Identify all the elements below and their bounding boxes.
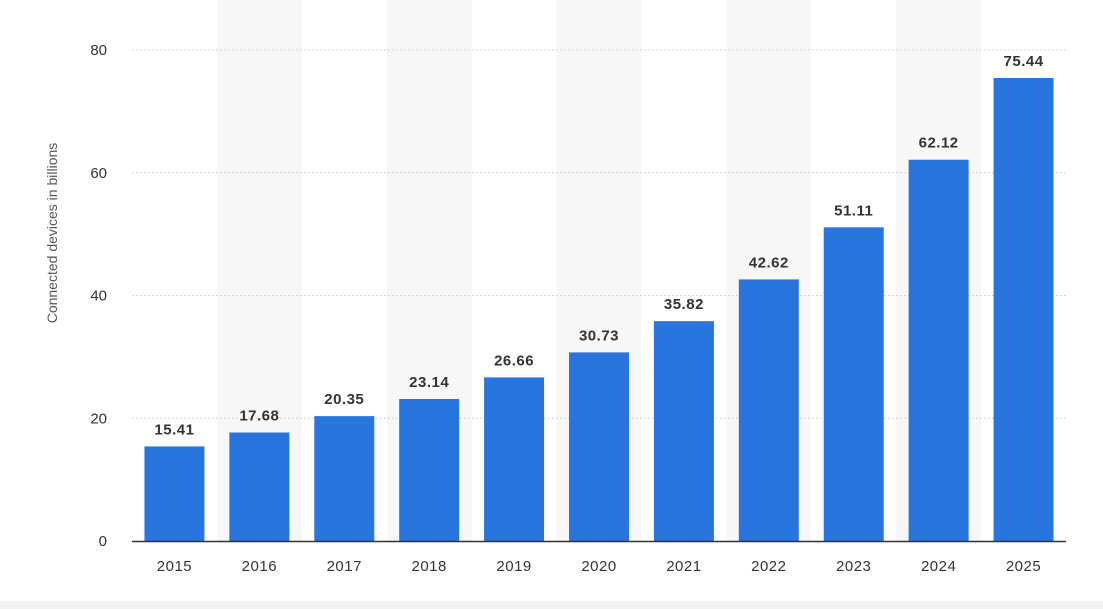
data-label: 62.12 bbox=[919, 135, 959, 152]
bar-2021[interactable] bbox=[653, 321, 714, 541]
y-tick-label: 0 bbox=[99, 533, 107, 550]
data-label: 42.62 bbox=[749, 254, 789, 271]
bar-2016[interactable] bbox=[229, 432, 290, 541]
bar-2019[interactable] bbox=[484, 377, 545, 541]
x-tick-label: 2025 bbox=[1006, 558, 1041, 575]
x-tick-label: 2024 bbox=[921, 558, 956, 575]
footer-strip bbox=[0, 601, 1103, 609]
bars bbox=[144, 77, 1054, 541]
data-label: 35.82 bbox=[664, 296, 704, 313]
data-label: 20.35 bbox=[324, 391, 364, 408]
bar-2024[interactable] bbox=[908, 159, 969, 541]
x-tick-label: 2019 bbox=[496, 558, 531, 575]
x-tick-label: 2017 bbox=[327, 558, 362, 575]
y-axis-title: Connected devices in billions bbox=[44, 143, 60, 324]
bar-2015[interactable] bbox=[144, 446, 205, 541]
x-tick-label: 2021 bbox=[666, 558, 701, 575]
x-tick-label: 2018 bbox=[411, 558, 446, 575]
y-tick-label: 60 bbox=[90, 165, 107, 182]
x-tick-label: 2020 bbox=[581, 558, 616, 575]
y-tick-label: 20 bbox=[90, 410, 107, 427]
bar-2017[interactable] bbox=[314, 416, 375, 541]
x-axis-ticks: 2015 2016 2017 2018 2019 2020 2021 2022 2023 2024… bbox=[157, 558, 1041, 575]
data-label: 23.14 bbox=[409, 374, 449, 391]
x-tick-label: 2016 bbox=[242, 558, 277, 575]
y-tick-label: 40 bbox=[90, 288, 107, 305]
bar-2018[interactable] bbox=[399, 398, 460, 541]
data-label: 17.68 bbox=[239, 407, 279, 424]
bar-2023[interactable] bbox=[823, 227, 884, 541]
data-label: 75.44 bbox=[1004, 53, 1044, 70]
x-tick-label: 2023 bbox=[836, 558, 871, 575]
data-labels: 15.41 17.68 20.35 23.14 26.66 30.73 35.82 42.62… bbox=[154, 53, 1043, 438]
data-label: 15.41 bbox=[154, 421, 194, 438]
data-label: 30.73 bbox=[579, 327, 619, 344]
data-label: 26.66 bbox=[494, 352, 534, 369]
bar-2022[interactable] bbox=[738, 279, 799, 541]
y-axis-ticks: 0 20 40 60 80 bbox=[90, 42, 107, 550]
x-tick-label: 2022 bbox=[751, 558, 786, 575]
data-label: 51.11 bbox=[834, 202, 873, 219]
bar-2025[interactable] bbox=[993, 77, 1054, 541]
x-tick-label: 2015 bbox=[157, 558, 192, 575]
y-tick-label: 80 bbox=[90, 42, 107, 59]
bar-2020[interactable] bbox=[569, 352, 629, 541]
